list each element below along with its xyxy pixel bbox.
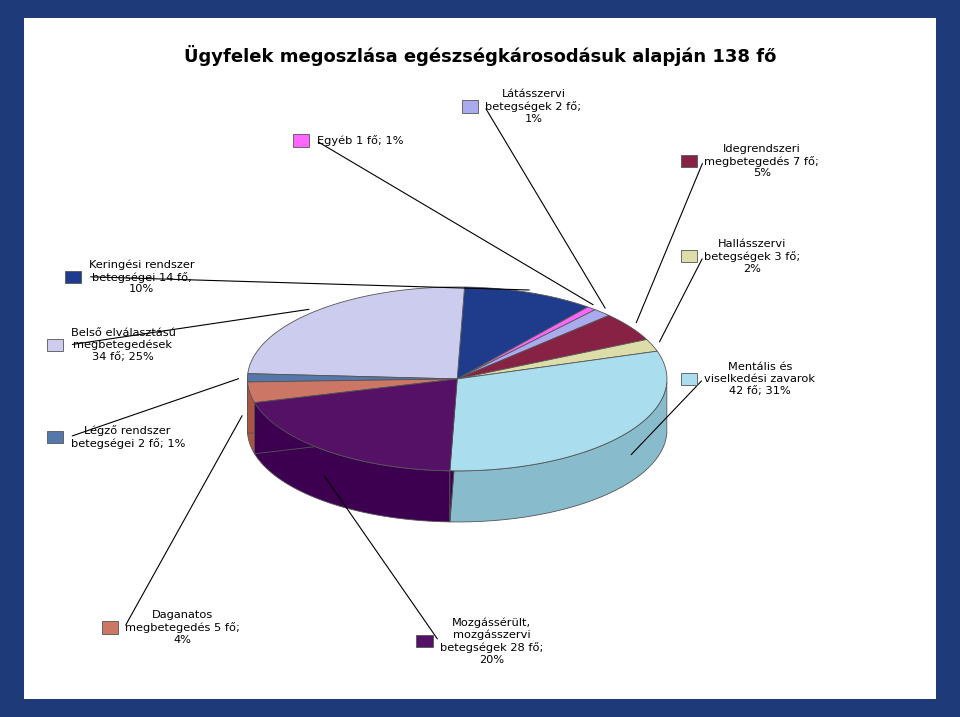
Polygon shape [248, 374, 457, 382]
Polygon shape [457, 315, 647, 379]
Polygon shape [457, 310, 609, 379]
Polygon shape [254, 379, 457, 454]
Bar [293, 134, 309, 147]
Text: Mozgássérült,
mozgásszervi
betegségek 28 fő;
20%: Mozgássérült, mozgásszervi betegségek 28… [440, 617, 543, 665]
Text: Egyéb 1 fő; 1%: Egyéb 1 fő; 1% [317, 135, 403, 146]
Bar [681, 373, 697, 385]
Polygon shape [248, 379, 457, 403]
Bar [102, 622, 118, 634]
Bar [416, 635, 433, 647]
Polygon shape [254, 403, 450, 522]
Bar [47, 431, 63, 443]
Polygon shape [457, 287, 588, 379]
Polygon shape [450, 382, 667, 522]
Text: Daganatos
megbetegedés 5 fő;
4%: Daganatos megbetegedés 5 fő; 4% [125, 610, 240, 645]
Polygon shape [254, 379, 457, 471]
Polygon shape [450, 379, 457, 522]
Text: Látásszervi
betegségek 2 fő;
1%: Látásszervi betegségek 2 fő; 1% [486, 90, 582, 123]
Text: Idegrendszeri
megbetegedés 7 fő;
5%: Idegrendszeri megbetegedés 7 fő; 5% [705, 144, 819, 178]
Polygon shape [457, 307, 595, 379]
Polygon shape [248, 382, 254, 454]
Bar [47, 338, 63, 351]
Polygon shape [248, 287, 465, 379]
Bar [681, 250, 697, 262]
Polygon shape [248, 379, 457, 433]
Text: Belső elválasztású
megbetegedések
34 fő; 25%: Belső elválasztású megbetegedések 34 fő;… [70, 328, 176, 362]
Text: Hallásszervi
betegségek 3 fő;
2%: Hallásszervi betegségek 3 fő; 2% [705, 239, 801, 273]
Bar [65, 270, 82, 283]
Bar [462, 100, 478, 113]
Text: Ügyfelek megoszlása egészségkárosodásuk alapján 138 fő: Ügyfelek megoszlása egészségkárosodásuk … [183, 45, 777, 66]
Polygon shape [254, 379, 457, 454]
Text: Mentális és
viselkedési zavarok
42 fő; 31%: Mentális és viselkedési zavarok 42 fő; 3… [705, 362, 815, 396]
Text: Légző rendszer
betegségei 2 fő; 1%: Légző rendszer betegségei 2 fő; 1% [70, 425, 185, 449]
Polygon shape [450, 379, 457, 522]
Bar [681, 155, 697, 167]
Polygon shape [457, 340, 658, 379]
Text: Keringési rendszer
betegségei 14 fő,
10%: Keringési rendszer betegségei 14 fő, 10% [88, 260, 194, 294]
Polygon shape [450, 351, 667, 471]
Polygon shape [248, 379, 457, 433]
